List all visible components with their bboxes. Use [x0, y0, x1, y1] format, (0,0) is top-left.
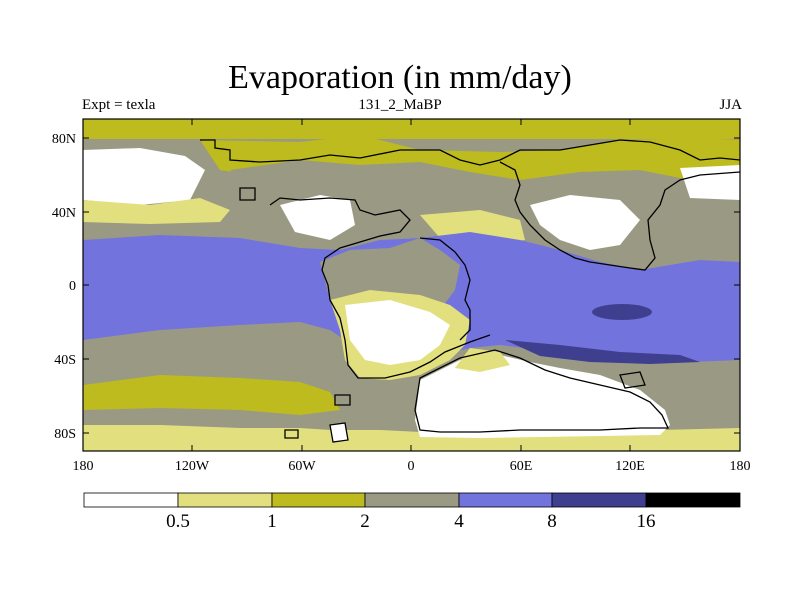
island-3-outline — [329, 422, 349, 443]
x-label-0: 0 — [408, 459, 415, 474]
x-axis-labels: 180 120W 60W 0 60E 120E 180 — [73, 459, 751, 474]
colorbar-label-3: 4 — [454, 511, 464, 532]
colorbar-label-2: 2 — [360, 511, 370, 532]
x-label-60e: 60E — [510, 459, 533, 474]
colorbar-swatch-6 — [645, 492, 741, 508]
y-label-80s: 80S — [54, 427, 76, 442]
colorbar-swatch-3 — [364, 492, 460, 508]
colorbar-label-0: 0.5 — [166, 511, 190, 532]
asia-dry-zone — [530, 195, 640, 250]
southern-island-dry-zone — [330, 423, 348, 442]
y-label-0: 0 — [69, 279, 76, 294]
north-america-dry-zone — [280, 195, 355, 240]
colorbar-label-5: 16 — [637, 511, 656, 532]
colorbar-swatch-4 — [458, 492, 553, 508]
northeast-dry-zone — [680, 165, 740, 200]
southern-continent-coastline — [414, 349, 670, 433]
y-axis-labels: 80N 40N 0 40S 80S — [52, 132, 76, 442]
south-midlatitude-band — [83, 375, 340, 415]
continent-a-coastline — [269, 197, 491, 379]
evaporation-field — [83, 119, 740, 451]
colorbar-swatch-0 — [83, 492, 179, 508]
north-polar-band — [83, 119, 740, 139]
north-subtropic-band — [83, 198, 230, 224]
island-4-outline — [619, 371, 646, 389]
island-2-outline — [284, 429, 299, 439]
tick-marks — [83, 119, 740, 451]
south-indian-max-zone — [505, 340, 700, 364]
colorbar-label-4: 8 — [547, 511, 557, 532]
experiment-label: Expt = texla — [82, 97, 156, 113]
northern-coastline — [200, 139, 740, 166]
colorbar-swatch-2 — [271, 492, 366, 508]
period-label: 131_2_MaBP — [358, 97, 442, 113]
season-label: JJA — [719, 97, 742, 113]
south-polar-band — [83, 425, 740, 451]
y-label-80n: 80N — [52, 132, 76, 147]
y-label-40n: 40N — [52, 206, 76, 221]
southern-continent-edge-zone — [455, 348, 510, 372]
x-label-60w: 60W — [288, 459, 316, 474]
colorbar-label-1: 1 — [267, 511, 277, 532]
asia-coastline — [499, 161, 740, 271]
north-grey-belt — [230, 160, 470, 195]
x-label-120w: 120W — [175, 459, 210, 474]
x-label-120e: 120E — [615, 459, 645, 474]
colorbar-labels: 0.5 1 2 4 8 16 — [166, 511, 655, 532]
southern-continent-dry-core — [415, 355, 670, 438]
x-label-180-right: 180 — [730, 459, 751, 474]
y-label-40s: 40S — [54, 353, 76, 368]
island-1-outline — [334, 394, 351, 406]
map-title: Evaporation (in mm/day) — [228, 59, 572, 96]
colorbar-swatch-5 — [551, 492, 647, 508]
north-pacific-dry-zone — [83, 148, 205, 205]
x-label-180-left: 180 — [73, 459, 94, 474]
continent-b-coastline — [419, 237, 471, 341]
southern-continent-dry-zone — [345, 300, 450, 365]
colorbar — [83, 492, 741, 508]
island-5-outline — [239, 187, 256, 201]
coastlines — [200, 139, 740, 443]
indian-ocean-max-zone — [592, 304, 652, 320]
colorbar-swatch-1 — [177, 492, 273, 508]
